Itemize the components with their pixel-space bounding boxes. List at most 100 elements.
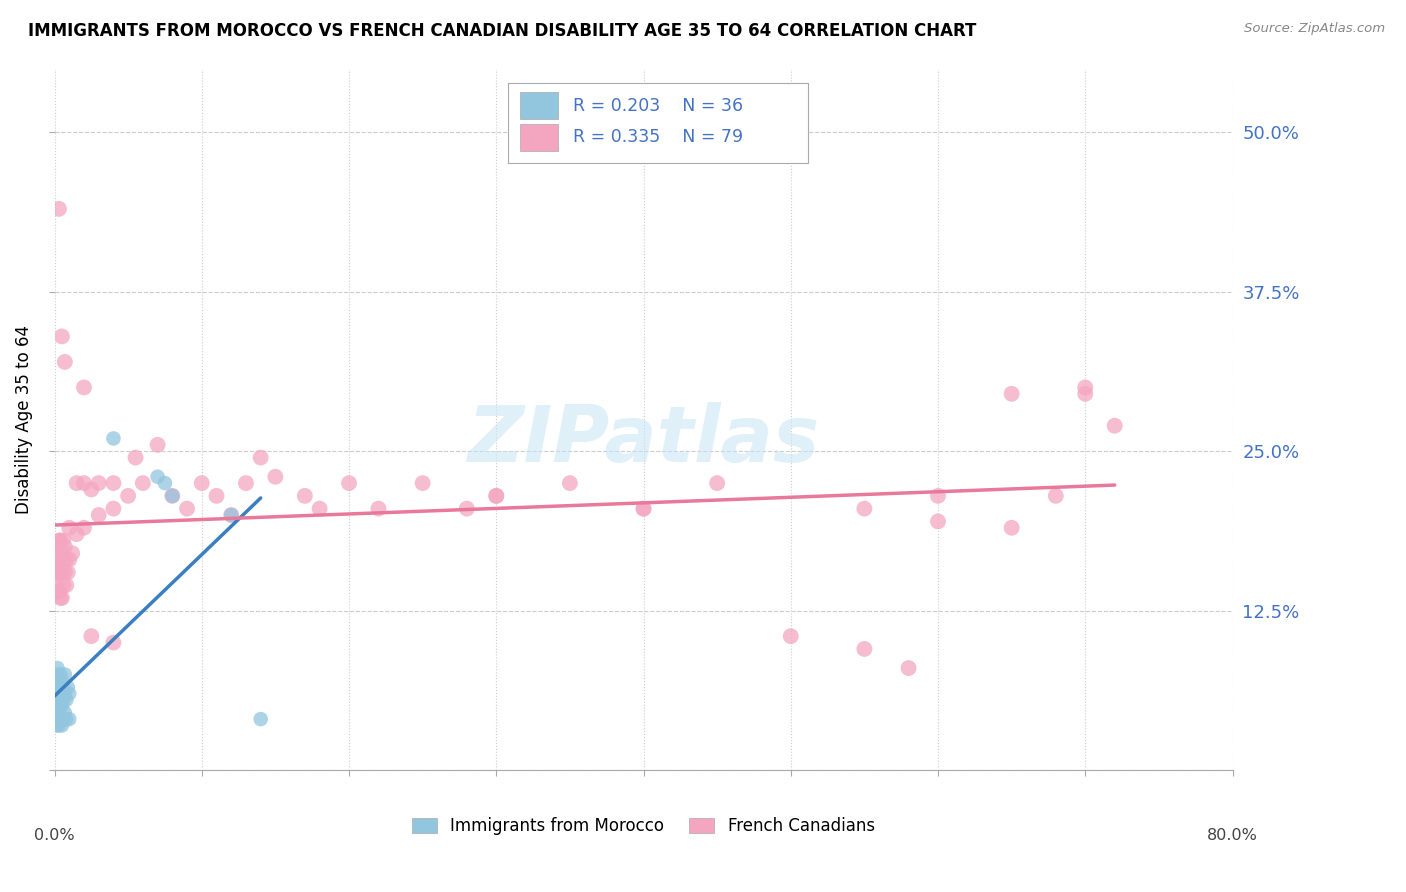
Point	[633, 501, 655, 516]
Point	[49, 680, 72, 694]
Point	[53, 687, 76, 701]
Point	[46, 680, 69, 694]
Point	[162, 489, 184, 503]
Point	[56, 680, 79, 694]
Point	[1074, 386, 1097, 401]
Point	[1001, 386, 1024, 401]
Point	[124, 450, 146, 465]
Point	[45, 667, 67, 681]
Point	[308, 501, 330, 516]
Point	[51, 566, 73, 580]
Point	[46, 584, 69, 599]
Point	[53, 706, 76, 720]
Point	[51, 329, 73, 343]
Point	[46, 661, 69, 675]
Point	[52, 680, 75, 694]
Point	[1074, 380, 1097, 394]
Point	[55, 712, 77, 726]
Point	[51, 687, 73, 701]
Point	[87, 508, 110, 522]
Point	[58, 712, 80, 726]
Point	[55, 552, 77, 566]
Point	[52, 533, 75, 548]
Point	[132, 476, 155, 491]
Legend: Immigrants from Morocco, French Canadians: Immigrants from Morocco, French Canadian…	[412, 817, 875, 835]
Point	[49, 693, 72, 707]
FancyBboxPatch shape	[520, 93, 558, 119]
Point	[51, 699, 73, 714]
Point	[1001, 521, 1024, 535]
Point	[46, 566, 69, 580]
Point	[48, 533, 70, 548]
Text: 0.0%: 0.0%	[34, 828, 75, 843]
Point	[897, 661, 920, 675]
Point	[48, 202, 70, 216]
Point	[249, 712, 271, 726]
Point	[73, 380, 96, 394]
Point	[58, 687, 80, 701]
Point	[485, 489, 508, 503]
Point	[65, 476, 87, 491]
Point	[51, 546, 73, 560]
Point	[45, 718, 67, 732]
Text: R = 0.335    N = 79: R = 0.335 N = 79	[572, 128, 742, 146]
Point	[48, 584, 70, 599]
Point	[294, 489, 316, 503]
Y-axis label: Disability Age 35 to 64: Disability Age 35 to 64	[15, 325, 32, 514]
Point	[48, 718, 70, 732]
FancyBboxPatch shape	[520, 124, 558, 151]
Point	[927, 514, 949, 528]
Point	[48, 699, 70, 714]
Point	[53, 566, 76, 580]
Point	[49, 552, 72, 566]
Point	[48, 559, 70, 574]
Point	[80, 483, 103, 497]
Point	[117, 489, 139, 503]
Point	[485, 489, 508, 503]
Point	[49, 712, 72, 726]
Point	[87, 476, 110, 491]
Point	[146, 469, 169, 483]
Point	[80, 629, 103, 643]
Point	[46, 712, 69, 726]
Point	[52, 552, 75, 566]
Point	[45, 578, 67, 592]
Point	[219, 508, 242, 522]
Point	[146, 438, 169, 452]
Point	[45, 687, 67, 701]
Point	[235, 476, 257, 491]
Point	[853, 642, 876, 657]
Point	[249, 450, 271, 465]
Point	[58, 521, 80, 535]
Point	[412, 476, 434, 491]
Point	[48, 680, 70, 694]
Point	[45, 699, 67, 714]
Point	[162, 489, 184, 503]
Point	[65, 527, 87, 541]
Text: IMMIGRANTS FROM MOROCCO VS FRENCH CANADIAN DISABILITY AGE 35 TO 64 CORRELATION C: IMMIGRANTS FROM MOROCCO VS FRENCH CANADI…	[28, 22, 977, 40]
Text: R = 0.203    N = 36: R = 0.203 N = 36	[572, 96, 742, 115]
Point	[51, 591, 73, 605]
Point	[103, 476, 125, 491]
Point	[103, 432, 125, 446]
Text: ZIPatlas: ZIPatlas	[467, 402, 820, 478]
Point	[176, 501, 198, 516]
Point	[55, 578, 77, 592]
Text: Source: ZipAtlas.com: Source: ZipAtlas.com	[1244, 22, 1385, 36]
Point	[46, 566, 69, 580]
Point	[51, 718, 73, 732]
Point	[49, 566, 72, 580]
Point	[53, 355, 76, 369]
Point	[558, 476, 581, 491]
Point	[46, 693, 69, 707]
FancyBboxPatch shape	[508, 83, 808, 163]
Point	[103, 635, 125, 649]
Point	[456, 501, 478, 516]
Point	[1104, 418, 1126, 433]
Point	[46, 540, 69, 554]
Point	[55, 693, 77, 707]
Point	[205, 489, 228, 503]
Text: 80.0%: 80.0%	[1208, 828, 1258, 843]
Point	[153, 476, 176, 491]
Point	[337, 476, 360, 491]
